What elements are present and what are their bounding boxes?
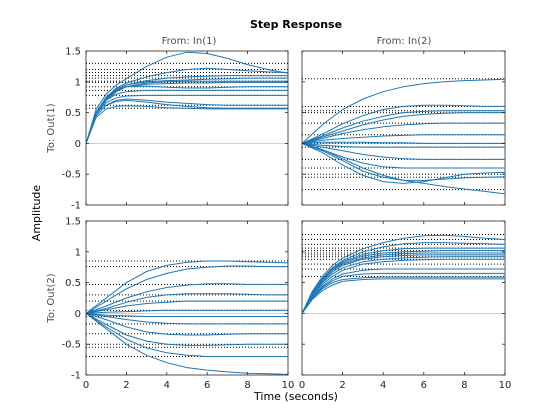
x-tick-label: 8 — [244, 380, 250, 391]
response-line — [301, 258, 505, 314]
response-line — [85, 94, 288, 144]
output-label-2: To: Out(2) — [46, 273, 57, 323]
x-tick-label: 4 — [164, 380, 170, 391]
x-tick-label: 4 — [380, 380, 386, 391]
response-line — [301, 142, 505, 148]
input-label-1: From: In(1) — [162, 36, 217, 47]
output-label-1: To: Out(1) — [46, 103, 57, 153]
response-line — [301, 142, 506, 195]
response-line — [85, 312, 288, 336]
axes-box — [301, 220, 506, 376]
response-line — [85, 300, 288, 314]
y-tick-label: 0 — [75, 139, 81, 150]
x-tick-label: 2 — [339, 380, 345, 391]
response-line — [85, 260, 289, 314]
panel-r1c2 — [301, 50, 506, 206]
response-line — [301, 252, 505, 314]
y-tick-label: -1 — [71, 201, 81, 212]
chart-title: Step Response — [250, 18, 342, 31]
response-line — [301, 104, 505, 144]
response-line — [301, 134, 505, 144]
response-line — [85, 312, 288, 317]
response-line — [85, 51, 289, 144]
response-line — [85, 312, 288, 357]
response-line — [301, 272, 505, 314]
response-line — [85, 265, 288, 314]
response-line — [301, 142, 505, 160]
response-line — [301, 278, 505, 314]
x-tick-label: 2 — [123, 380, 129, 391]
response-line — [301, 78, 506, 144]
x-tick-label: 0 — [83, 380, 89, 391]
y-tick-label: 1 — [75, 77, 81, 88]
response-line — [85, 293, 288, 314]
response-line — [301, 254, 505, 314]
panel-r2c1: 0 2 4 6 8 10 -1 -0.5 0 0.5 1 1.5 — [61, 217, 294, 392]
x-tick-label: 10 — [499, 380, 512, 391]
input-label-2: From: In(2) — [377, 36, 432, 47]
panels-group: -1 -0.5 0 0.5 1 1.5 0 2 4 6 8 10 -1 -0.5 0 0.5 1 1.5 0 2 4 6 8… — [61, 47, 511, 392]
y-tick-label: 0 — [75, 309, 81, 320]
y-axis-label: Amplitude — [30, 185, 43, 242]
response-line — [85, 85, 288, 144]
axes-box — [85, 50, 289, 206]
response-line — [301, 256, 505, 314]
x-tick-label: 10 — [282, 380, 295, 391]
axes-box — [85, 220, 289, 376]
response-line — [301, 142, 506, 184]
response-line — [85, 89, 288, 144]
response-line — [301, 276, 505, 314]
y-tick-label: 1 — [75, 247, 81, 258]
response-line — [301, 122, 505, 144]
x-axis-label: Time (seconds) — [253, 390, 338, 403]
y-tick-label: 1.5 — [65, 47, 81, 58]
response-line — [301, 234, 506, 314]
response-line — [85, 105, 288, 144]
x-tick-label: 8 — [461, 380, 467, 391]
y-tick-label: -1 — [71, 371, 81, 382]
response-line — [85, 312, 288, 325]
response-line — [301, 268, 505, 314]
response-line — [85, 309, 288, 314]
y-tick-label: 0.5 — [65, 108, 81, 119]
response-line — [85, 312, 288, 346]
panel-r2c2: 0 2 4 6 8 10 — [299, 220, 512, 391]
axes-box — [301, 50, 506, 206]
response-line — [301, 142, 505, 169]
response-line — [85, 283, 288, 314]
y-tick-label: 0.5 — [65, 278, 81, 289]
y-tick-label: -0.5 — [61, 170, 81, 181]
response-line — [85, 313, 289, 375]
y-tick-label: -0.5 — [61, 340, 81, 351]
response-line — [301, 112, 505, 144]
x-tick-label: 6 — [204, 380, 210, 391]
y-tick-label: 1.5 — [65, 217, 81, 228]
response-line — [85, 99, 288, 144]
response-line — [301, 110, 505, 144]
response-line — [301, 141, 505, 144]
panel-r1c1: -1 -0.5 0 0.5 1 1.5 — [61, 47, 289, 212]
x-tick-label: 6 — [421, 380, 427, 391]
x-tick-label: 0 — [299, 380, 305, 391]
